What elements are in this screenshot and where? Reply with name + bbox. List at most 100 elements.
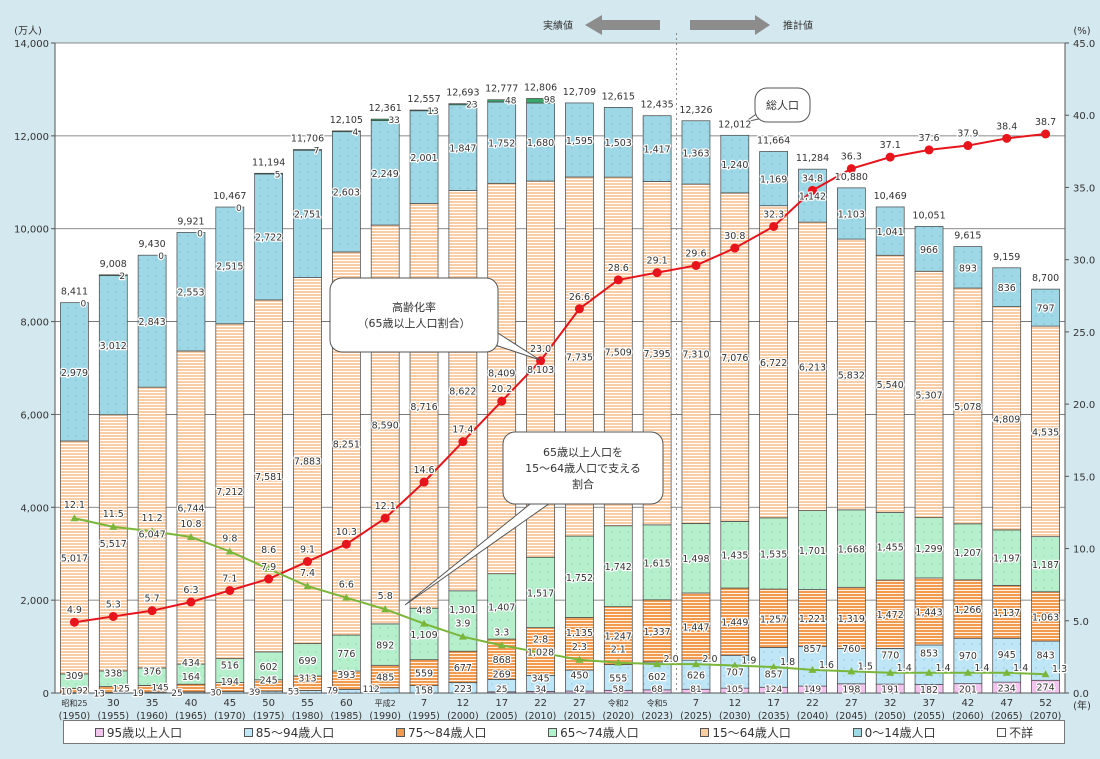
segment-value-label: 338 [104,669,122,680]
segment-value-label: 182 [920,685,938,696]
segment-value-label: 6,213 [799,362,826,373]
segment-value-label: 1,041 [877,227,904,238]
segment-value-label: 8,409 [488,369,515,380]
segment-value-label: 3,012 [100,341,127,352]
support-ratio-label: 3.3 [494,627,509,638]
total-label: 9,430 [139,239,166,250]
support-ratio-label: 2.0 [702,654,717,665]
x-tick-year-label: (2065) [991,711,1023,722]
total-label: 9,159 [993,252,1020,263]
legend-item-65-74: 65～74歳人口 [548,724,639,741]
support-ratio-point [148,527,157,535]
unknown-value-label: 2 [119,272,125,282]
bar-segment [642,524,672,601]
segment-value-label: 626 [687,671,705,682]
x-tick-label: 37 [923,698,936,709]
segment-value-label: 4,809 [993,414,1020,425]
segment-value-label: 1,443 [915,607,942,618]
x-tick-label: 12 [457,698,470,709]
bar-segment [331,130,361,133]
segment-value-label: 1,435 [721,551,748,562]
segment-value-label: 434 [182,658,200,669]
segment-value-label: 376 [143,667,161,678]
bar-segment [759,517,789,590]
total-population-callout-text: 総人口 [766,98,799,112]
y2-tick-label: 0.0 [1073,689,1089,700]
bar-segment [293,643,322,677]
segment-value-label: 2,979 [61,368,88,379]
bar-segment [875,206,905,256]
unknown-value-label: 0 [236,204,242,214]
support-ratio-point [497,641,506,649]
x-tick-year-label: (2060) [952,711,984,722]
aging-rate-label: 7.9 [261,562,276,573]
segment-value-label: 5,017 [61,553,88,564]
bar-segment [370,120,400,226]
segment-value-label: 450 [570,671,588,682]
x-tick-year-label: (1970) [214,711,246,722]
projection-label: 推計値 [783,19,813,32]
total-label: 11,284 [796,153,829,164]
segment-value-label: 1,363 [682,148,709,159]
segment-value-label: 2,515 [216,261,243,272]
x-tick-year-label: (1995) [408,711,440,722]
bar-segment [409,110,439,204]
y-tick-label: 14,000 [14,39,49,50]
support-ratio-point [303,582,312,590]
segment-value-label: 7,395 [644,349,671,360]
segment-value-label: 7,883 [294,457,321,468]
bar-segment [370,623,400,666]
bar-segment [60,302,89,442]
segment-value-label: 269 [493,670,511,681]
legend-swatch [700,727,710,737]
x-tick-year-label: (2010) [525,711,557,722]
actual-arrow-icon [585,15,602,35]
segment-value-label: 1,266 [954,605,981,616]
x-tick-year-label: (2070) [1030,711,1062,722]
total-label: 11,664 [757,135,790,146]
segment-value-label: 274 [1037,683,1055,694]
aging-rate-line [74,133,1046,624]
bar-segment [409,109,439,112]
bar-segment [953,246,983,289]
bar-segment [293,149,322,278]
bar-segment [836,238,866,511]
segment-value-label: 34 [535,685,547,695]
support-ratio-point [342,593,351,601]
segment-value-label: 13 [94,689,105,699]
aging-rate-point [303,557,312,567]
legend: 95歳以上人口 85～94歳人口 75～84歳人口 65～74歳人口 15～64… [63,720,1065,744]
bar-segment [992,585,1022,639]
legend-swatch [852,727,862,737]
support-ratio-line [74,517,1046,676]
support-ratio-point [536,648,545,656]
aging-rate-label: 7.1 [222,573,237,584]
segment-value-label: 7,076 [721,353,748,364]
aging-rate-label: 26.6 [569,292,590,303]
segment-value-label: 345 [532,673,550,684]
support-ratio-label: 11.2 [142,513,163,524]
support-ratio-point [886,668,895,676]
segment-value-label: 1,447 [682,623,709,634]
segment-value-label: 124 [765,685,782,695]
support-ratio-label: 8.6 [261,545,276,556]
aging-rate-point [924,145,934,155]
bar-segment [992,306,1022,531]
aging-rate-point [264,574,274,584]
x-unit-label: (年) [1073,699,1091,712]
bar-segment [875,512,905,581]
bar-segment [681,120,711,185]
segment-value-label: 485 [376,673,394,684]
x-tick-label: 45 [223,698,236,709]
support-ratio-callout-text: 65歳以上人口を [543,446,623,459]
bar-segment [137,254,167,388]
total-label: 11,706 [291,134,324,145]
total-label: 12,709 [563,87,596,98]
x-tick-year-label: (2045) [836,711,868,722]
segment-value-label: 1,187 [1032,560,1059,571]
bar-segment [914,270,944,518]
bar-segment [798,589,827,647]
legend-label: 75～84歳人口 [407,725,487,740]
unknown-value-label: 98 [544,95,556,105]
